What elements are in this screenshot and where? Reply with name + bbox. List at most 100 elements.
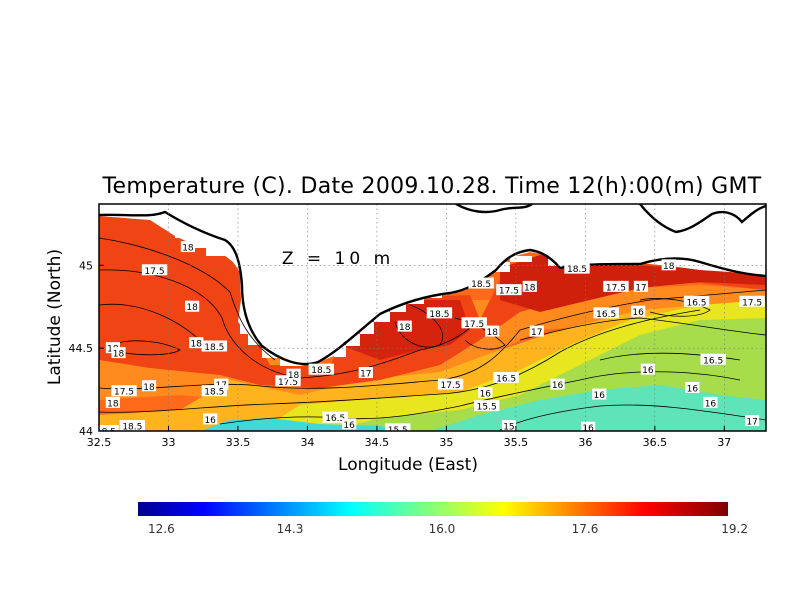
contour-label-text: 17.5 [114,388,134,398]
contour-label-text: 17.5 [742,298,762,308]
contour-label-text: 16.5 [703,356,723,366]
contour-label: 17.5 [461,317,487,330]
contour-label: 16 [640,363,655,376]
colorbar-tick-label: 17.6 [572,522,599,536]
contour-label: 18.5 [99,425,119,431]
contour-label: 18 [180,241,196,254]
contour-label-bg [700,353,726,365]
contour-label-text: 18 [663,262,675,272]
contour-label-bg [592,388,607,400]
contour-label-text: 16 [632,308,644,318]
x-tick-label: 35.5 [504,436,529,449]
contour-label-bg [201,385,228,397]
x-tick-label: 35 [439,436,453,449]
contour-label-text: 17.5 [278,378,298,388]
y-axis-label: Latitude (North) [45,249,65,385]
contour-label-bg [286,368,301,380]
contour-label-text: 15 [503,423,514,433]
x-tick-label: 33.5 [226,436,251,449]
contour-label-text: 18 [113,350,125,360]
contour-label-text: 18 [524,283,536,293]
contour-label-text: 16 [552,381,564,391]
contour-labels: 181817.51818.518.51817.518181818.51718.5… [99,241,765,433]
contour-label: 15 [501,420,517,433]
contour-label-text: 16 [204,416,216,426]
contour-label-bg [603,280,629,292]
contour-label-text: 18.5 [471,280,491,290]
contour-label-bg [189,337,204,349]
contour-label-text: 16 [642,366,654,376]
contour-label-bg [683,295,710,307]
contour-label: 16.5 [683,295,710,308]
y-tick-label: 45 [79,259,93,272]
contour-label-bg [581,421,596,431]
contour-label-text: 18 [107,399,119,409]
x-tick-label: 36.5 [643,436,668,449]
contour-label: 16 [203,413,218,426]
contour-label-text: 16 [594,391,606,401]
x-tick-label: 34.5 [365,436,390,449]
colorbar-tick-label: 14.3 [277,522,304,536]
contour-label: 16 [581,421,596,431]
contour-label-bg [180,241,196,253]
contour-label: 17.5 [275,375,301,388]
x-axis-label: Longitude (East) [338,455,478,475]
contour-label-bg [111,347,126,359]
contour-label-bg [358,367,373,379]
contour-label-bg [496,284,522,296]
colorbar-tick-label: 19.2 [721,522,748,536]
contour-label-bg [478,386,493,398]
contour-label-text: 17 [360,370,371,380]
contour-label-text: 18.5 [567,265,587,275]
contour-label: 16.5 [593,307,619,320]
contour-label: 16.5 [322,411,348,424]
contour-label-text: 17.5 [441,381,461,391]
contour-label: 15.5 [385,423,411,431]
contour-label-bg [493,371,519,383]
contour-label-bg [631,305,646,317]
contour-label: 18.5 [201,340,228,353]
contour-label-text: 18.5 [204,343,224,353]
x-tick-label: 33 [161,436,175,449]
contour-label-bg [529,325,544,337]
contour-label: 16 [342,418,357,431]
contour-label-text: 17.5 [145,267,165,277]
contour-label-text: 18 [143,383,155,393]
contour-label: 17.5 [437,378,464,391]
contour-label: 18 [189,337,204,350]
contour-label-bg [185,300,200,312]
crimea-land [99,204,766,366]
contour-label-bg [275,375,301,387]
contour-label: 18.5 [119,420,146,431]
contour-label-bg [308,363,335,375]
contour-label-text: 17 [746,418,757,428]
contour-label-text: 16.5 [496,374,516,384]
y-tick-label: 44 [79,425,93,438]
contour-label: 17.5 [111,385,137,398]
coastline-north [639,204,766,234]
depth-annotation: Z = 10 m [282,249,394,269]
contour-label-text: 18 [186,303,198,313]
contour-label-text: 18 [399,323,411,333]
contour-label-text: 18 [487,328,499,338]
contour-label: 18.5 [308,363,335,376]
contour-label: 18.5 [426,307,453,320]
contour-label: 17.5 [603,280,629,293]
contour-label: 18 [286,368,301,381]
contour-label-text: 16 [343,421,355,431]
x-axis-ticks: 32.5 33 33.5 34 34.5 35 35.5 36 36.5 37 [87,426,731,449]
contour-label: 16.5 [493,371,519,384]
contour-label-bg [342,418,357,430]
colorbar-tick-label: 16.0 [429,522,456,536]
plot-frame [98,203,767,432]
contour-label: 18 [522,280,537,293]
coastline [99,210,766,366]
contour-label-text: 16.5 [596,310,616,320]
contour-label-text: 17 [531,328,542,338]
contour-label-bg [685,381,700,393]
contour-label-text: 18.5 [311,366,331,376]
contour-label-text: 18 [182,244,194,254]
contour-label: 18.5 [201,385,228,398]
contour-label-text: 17 [635,283,646,293]
